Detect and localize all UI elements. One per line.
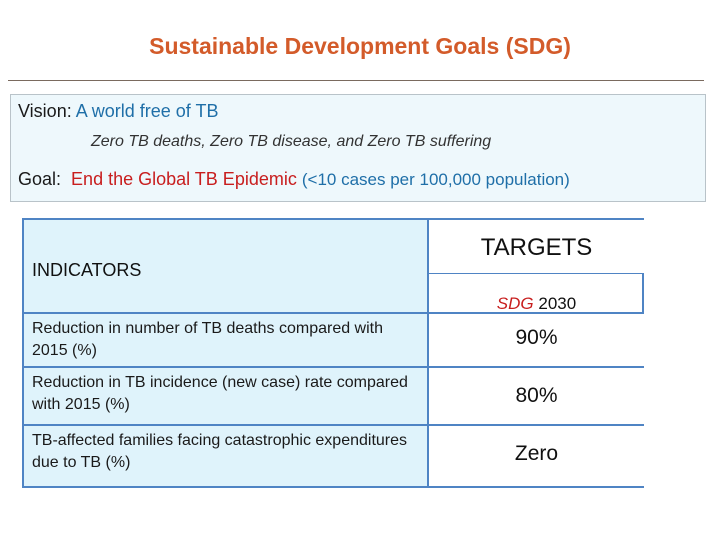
indicator-row: Reduction in number of TB deaths compare… bbox=[24, 312, 429, 366]
indicator-row: Reduction in TB incidence (new case) rat… bbox=[24, 366, 429, 424]
vision-text: A world free of TB bbox=[75, 101, 219, 121]
vision-label: Vision: bbox=[18, 101, 72, 121]
indicators-header-cell: INDICATORS bbox=[24, 220, 429, 312]
indicators-targets-table: INDICATORS TARGETS SDG 2030 Reduction in… bbox=[22, 218, 644, 488]
vision-goal-box: Vision: A world free of TB Zero TB death… bbox=[10, 94, 706, 202]
vision-subtext: Zero TB deaths, Zero TB disease, and Zer… bbox=[91, 133, 492, 150]
goal-text: End the Global TB Epidemic bbox=[71, 169, 297, 189]
vision-line: Vision: A world free of TB bbox=[18, 101, 218, 122]
goal-label: Goal: bbox=[18, 169, 62, 189]
goal-parenthetical: (<10 cases per 100,000 population) bbox=[301, 170, 570, 189]
targets-header: TARGETS bbox=[480, 234, 593, 261]
sdg-label: SDG bbox=[496, 294, 534, 313]
indicators-header: INDICATORS bbox=[32, 260, 142, 280]
goal-line: Goal: End the Global TB Epidemic (<10 ca… bbox=[18, 169, 570, 190]
target-value-cell: 90% bbox=[429, 312, 644, 366]
sdg-year: 2030 bbox=[538, 294, 577, 313]
target-value-cell: 80% bbox=[429, 366, 644, 424]
target-value: 80% bbox=[515, 384, 558, 407]
target-value: 90% bbox=[515, 326, 558, 349]
indicator-row: TB-affected families facing catastrophic… bbox=[24, 424, 429, 486]
slide-title: Sustainable Development Goals (SDG) bbox=[149, 33, 571, 59]
sdg-year-header: SDG 2030 bbox=[497, 284, 576, 314]
target-value: Zero bbox=[514, 442, 559, 465]
sdg-year-header-cell: SDG 2030 bbox=[429, 274, 644, 314]
target-value-cell: Zero bbox=[429, 424, 644, 486]
title-divider bbox=[8, 80, 704, 81]
targets-header-cell: TARGETS bbox=[429, 220, 644, 274]
